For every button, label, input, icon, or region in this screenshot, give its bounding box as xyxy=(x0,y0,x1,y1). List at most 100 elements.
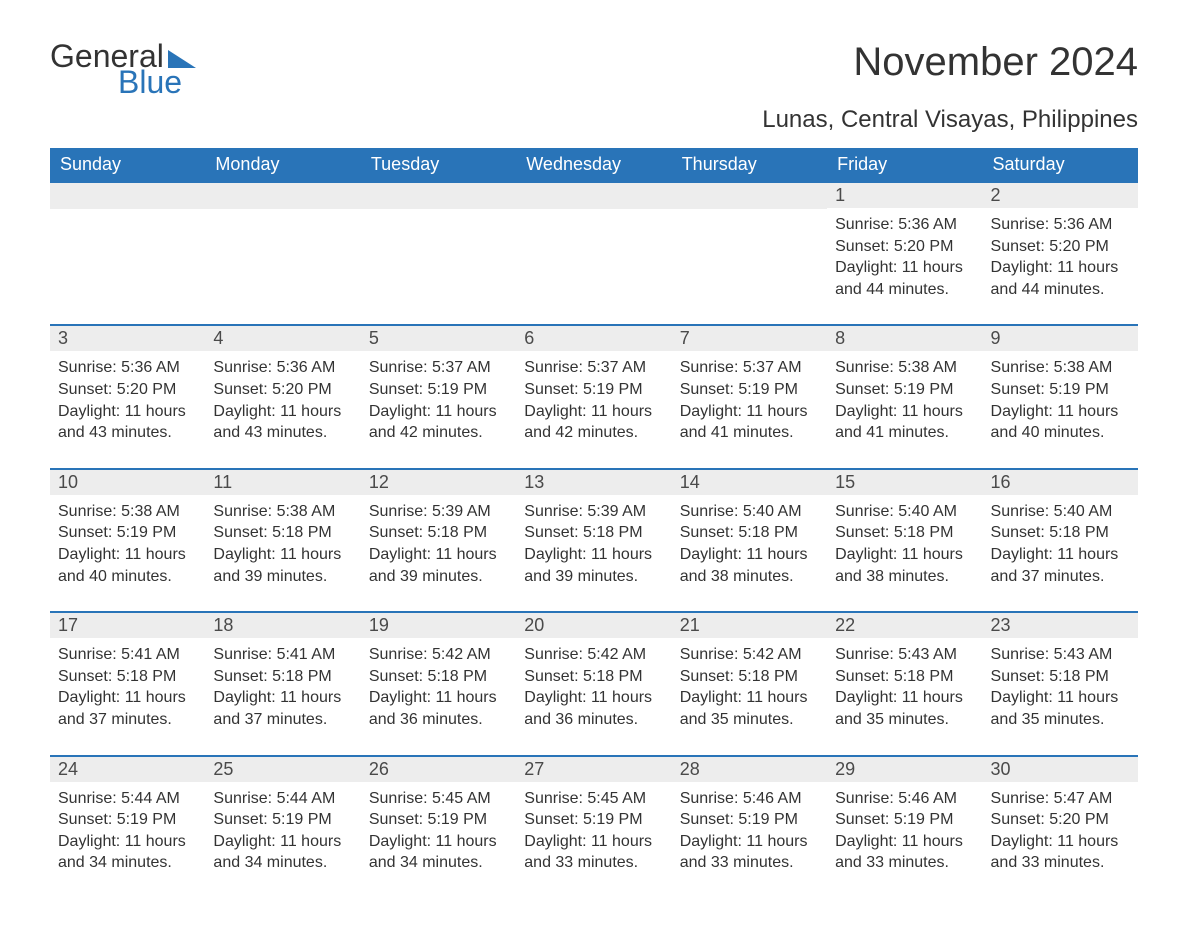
day-body: Sunrise: 5:38 AMSunset: 5:18 PMDaylight:… xyxy=(205,495,360,611)
daylight-text: Daylight: 11 hours and 44 minutes. xyxy=(991,257,1130,300)
sunrise-text: Sunrise: 5:42 AM xyxy=(680,644,819,666)
day-number: 12 xyxy=(361,470,516,495)
calendar-cell: 11Sunrise: 5:38 AMSunset: 5:18 PMDayligh… xyxy=(205,469,360,612)
calendar-cell: 13Sunrise: 5:39 AMSunset: 5:18 PMDayligh… xyxy=(516,469,671,612)
day-number: 10 xyxy=(50,470,205,495)
sunrise-text: Sunrise: 5:46 AM xyxy=(680,788,819,810)
day-number: 16 xyxy=(983,470,1138,495)
calendar-cell: 28Sunrise: 5:46 AMSunset: 5:19 PMDayligh… xyxy=(672,756,827,898)
calendar-cell: 6Sunrise: 5:37 AMSunset: 5:19 PMDaylight… xyxy=(516,325,671,468)
day-body: Sunrise: 5:47 AMSunset: 5:20 PMDaylight:… xyxy=(983,782,1138,898)
daylight-text: Daylight: 11 hours and 36 minutes. xyxy=(524,687,663,730)
day-number-empty xyxy=(205,183,360,209)
daylight-text: Daylight: 11 hours and 38 minutes. xyxy=(835,544,974,587)
sunset-text: Sunset: 5:19 PM xyxy=(835,379,974,401)
calendar-cell: 5Sunrise: 5:37 AMSunset: 5:19 PMDaylight… xyxy=(361,325,516,468)
day-number: 13 xyxy=(516,470,671,495)
daylight-text: Daylight: 11 hours and 41 minutes. xyxy=(835,401,974,444)
calendar-cell: 26Sunrise: 5:45 AMSunset: 5:19 PMDayligh… xyxy=(361,756,516,898)
daylight-text: Daylight: 11 hours and 35 minutes. xyxy=(835,687,974,730)
day-body: Sunrise: 5:41 AMSunset: 5:18 PMDaylight:… xyxy=(205,638,360,754)
daylight-text: Daylight: 11 hours and 35 minutes. xyxy=(991,687,1130,730)
day-number: 25 xyxy=(205,757,360,782)
day-body: Sunrise: 5:44 AMSunset: 5:19 PMDaylight:… xyxy=(205,782,360,898)
calendar-cell: 22Sunrise: 5:43 AMSunset: 5:18 PMDayligh… xyxy=(827,612,982,755)
day-number: 23 xyxy=(983,613,1138,638)
day-body: Sunrise: 5:38 AMSunset: 5:19 PMDaylight:… xyxy=(50,495,205,611)
sunrise-text: Sunrise: 5:44 AM xyxy=(213,788,352,810)
daylight-text: Daylight: 11 hours and 33 minutes. xyxy=(835,831,974,874)
day-number: 15 xyxy=(827,470,982,495)
calendar-cell: 29 Sunrise: 5:46 AMSunset: 5:19 PMDayligh… xyxy=(827,756,982,898)
day-header: Tuesday xyxy=(361,148,516,182)
daylight-text: Daylight: 11 hours and 42 minutes. xyxy=(524,401,663,444)
calendar-cell: 14Sunrise: 5:40 AMSunset: 5:18 PMDayligh… xyxy=(672,469,827,612)
day-number: 7 xyxy=(672,326,827,351)
day-body-empty xyxy=(50,209,205,319)
calendar-week-row: 24Sunrise: 5:44 AMSunset: 5:19 PMDayligh… xyxy=(50,756,1138,898)
day-number: 24 xyxy=(50,757,205,782)
calendar-cell: 21Sunrise: 5:42 AMSunset: 5:18 PMDayligh… xyxy=(672,612,827,755)
day-body: Sunrise: 5:39 AMSunset: 5:18 PMDaylight:… xyxy=(516,495,671,611)
daylight-text: Daylight: 11 hours and 33 minutes. xyxy=(524,831,663,874)
sunset-text: Sunset: 5:19 PM xyxy=(680,809,819,831)
daylight-text: Daylight: 11 hours and 37 minutes. xyxy=(213,687,352,730)
day-number: 22 xyxy=(827,613,982,638)
daylight-text: Daylight: 11 hours and 37 minutes. xyxy=(58,687,197,730)
sunrise-text: Sunrise: 5:46 AM xyxy=(835,788,974,810)
calendar-cell: 27Sunrise: 5:45 AMSunset: 5:19 PMDayligh… xyxy=(516,756,671,898)
brand-logo: General Blue xyxy=(50,40,196,98)
daylight-text: Daylight: 11 hours and 39 minutes. xyxy=(369,544,508,587)
calendar-cell: 10Sunrise: 5:38 AMSunset: 5:19 PMDayligh… xyxy=(50,469,205,612)
sunset-text: Sunset: 5:18 PM xyxy=(835,666,974,688)
sunset-text: Sunset: 5:18 PM xyxy=(991,522,1130,544)
sunset-text: Sunset: 5:19 PM xyxy=(524,379,663,401)
day-number: 8 xyxy=(827,326,982,351)
calendar-cell: 25Sunrise: 5:44 AMSunset: 5:19 PMDayligh… xyxy=(205,756,360,898)
daylight-text: Daylight: 11 hours and 34 minutes. xyxy=(58,831,197,874)
daylight-text: Daylight: 11 hours and 39 minutes. xyxy=(213,544,352,587)
sunrise-text: Sunrise: 5:36 AM xyxy=(991,214,1130,236)
day-body: Sunrise: 5:42 AMSunset: 5:18 PMDaylight:… xyxy=(516,638,671,754)
sunrise-text: Sunrise: 5:36 AM xyxy=(58,357,197,379)
sunrise-text: Sunrise: 5:45 AM xyxy=(524,788,663,810)
sunset-text: Sunset: 5:19 PM xyxy=(680,379,819,401)
day-number-empty xyxy=(516,183,671,209)
day-number: 21 xyxy=(672,613,827,638)
day-header-row: Sunday Monday Tuesday Wednesday Thursday… xyxy=(50,148,1138,182)
header: General Blue November 2024 xyxy=(50,40,1138,98)
day-body: Sunrise: 5:43 AMSunset: 5:18 PMDaylight:… xyxy=(983,638,1138,754)
day-body: Sunrise: 5:45 AMSunset: 5:19 PMDaylight:… xyxy=(516,782,671,898)
sunset-text: Sunset: 5:19 PM xyxy=(835,809,974,831)
daylight-text: Daylight: 11 hours and 33 minutes. xyxy=(991,831,1130,874)
sunset-text: Sunset: 5:20 PM xyxy=(213,379,352,401)
calendar-cell: 17Sunrise: 5:41 AMSunset: 5:18 PMDayligh… xyxy=(50,612,205,755)
calendar-cell: 1Sunrise: 5:36 AMSunset: 5:20 PMDaylight… xyxy=(827,182,982,325)
daylight-text: Daylight: 11 hours and 34 minutes. xyxy=(369,831,508,874)
day-number: 20 xyxy=(516,613,671,638)
day-number: 30 xyxy=(983,757,1138,782)
day-body-empty xyxy=(516,209,671,319)
day-body: Sunrise: 5:45 AMSunset: 5:19 PMDaylight:… xyxy=(361,782,516,898)
day-number: 26 xyxy=(361,757,516,782)
daylight-text: Daylight: 11 hours and 37 minutes. xyxy=(991,544,1130,587)
sunset-text: Sunset: 5:18 PM xyxy=(58,666,197,688)
day-number: 29 xyxy=(827,757,982,782)
sunset-text: Sunset: 5:18 PM xyxy=(524,522,663,544)
day-number: 17 xyxy=(50,613,205,638)
calendar-cell: 30Sunrise: 5:47 AMSunset: 5:20 PMDayligh… xyxy=(983,756,1138,898)
day-body: Sunrise: 5:37 AMSunset: 5:19 PMDaylight:… xyxy=(516,351,671,467)
page-subtitle: Lunas, Central Visayas, Philippines xyxy=(50,106,1138,134)
daylight-text: Daylight: 11 hours and 38 minutes. xyxy=(680,544,819,587)
calendar-table: Sunday Monday Tuesday Wednesday Thursday… xyxy=(50,148,1138,898)
calendar-week-row: 3Sunrise: 5:36 AMSunset: 5:20 PMDaylight… xyxy=(50,325,1138,468)
calendar-week-row: 17Sunrise: 5:41 AMSunset: 5:18 PMDayligh… xyxy=(50,612,1138,755)
day-number-empty xyxy=(361,183,516,209)
sunset-text: Sunset: 5:20 PM xyxy=(991,236,1130,258)
day-number: 3 xyxy=(50,326,205,351)
sunrise-text: Sunrise: 5:45 AM xyxy=(369,788,508,810)
calendar-cell: 2Sunrise: 5:36 AMSunset: 5:20 PMDaylight… xyxy=(983,182,1138,325)
day-number: 9 xyxy=(983,326,1138,351)
day-body-empty xyxy=(205,209,360,319)
day-body: Sunrise: 5:36 AMSunset: 5:20 PMDaylight:… xyxy=(205,351,360,467)
